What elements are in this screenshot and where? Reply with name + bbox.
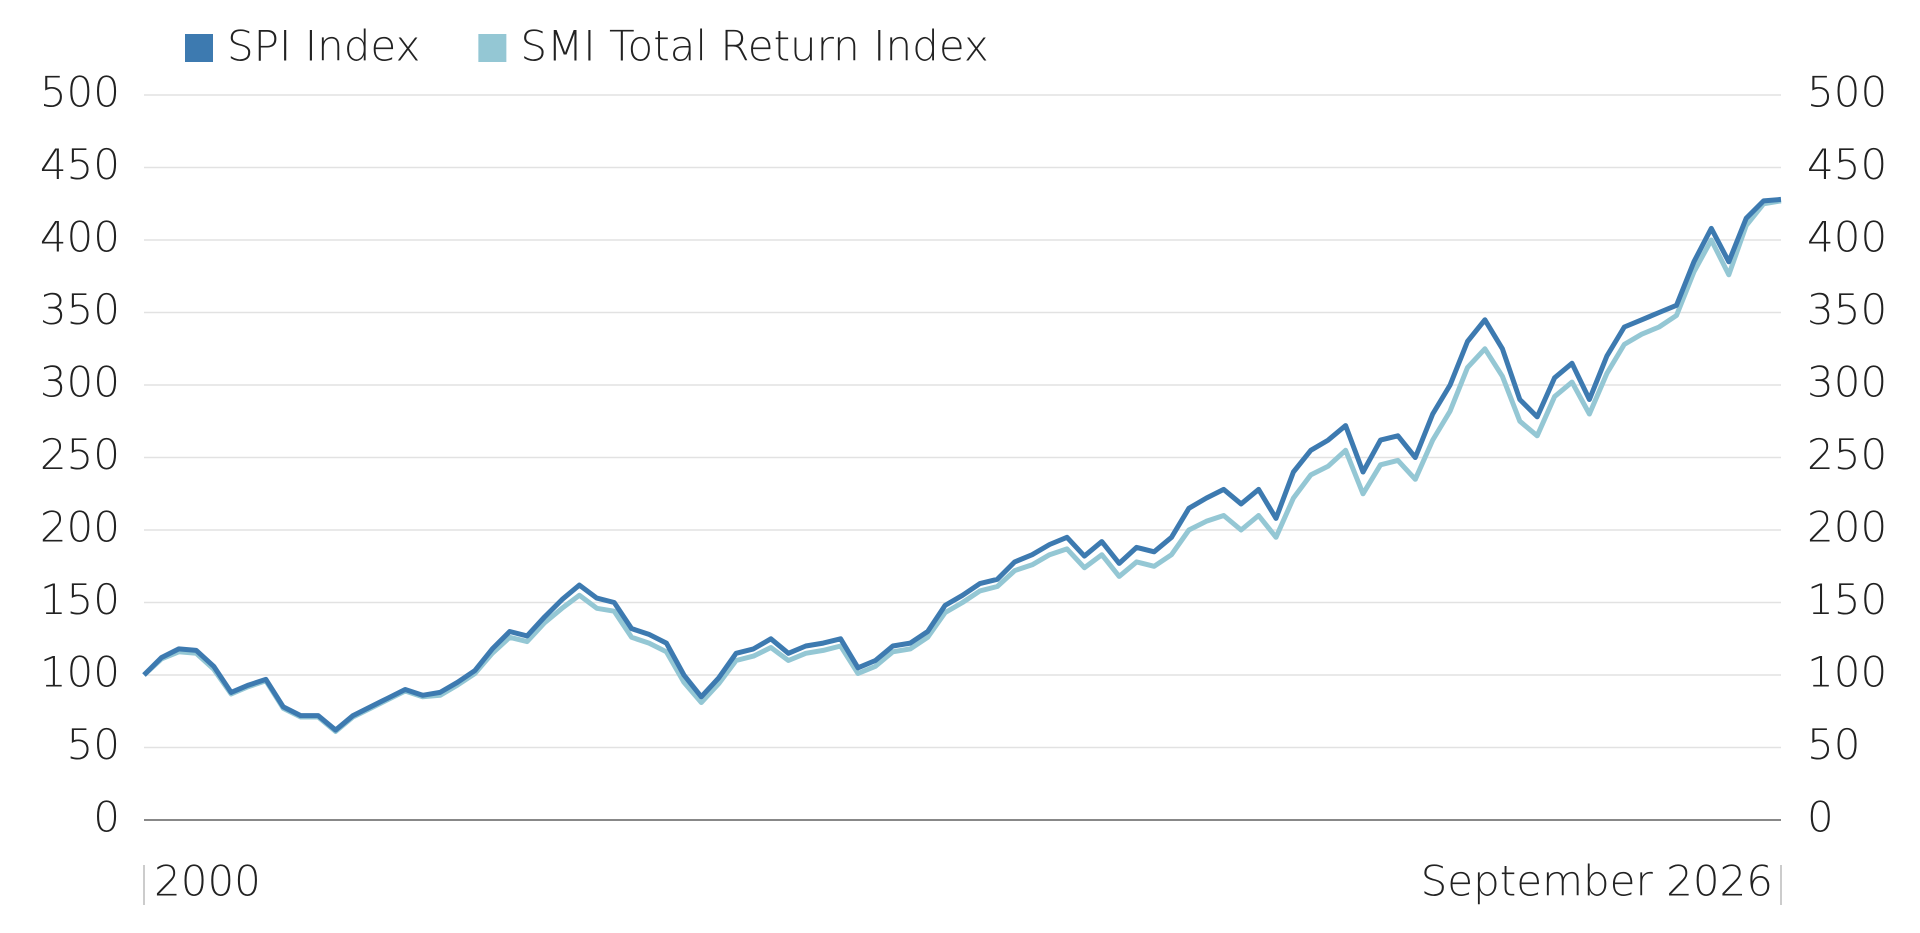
y2-tick-label: 400	[1807, 213, 1887, 262]
y2-tick-label: 200	[1807, 503, 1887, 552]
y2-tick-label: 150	[1807, 575, 1887, 624]
y-tick-label: 300	[40, 358, 120, 407]
legend-label: SMI Total Return Index	[520, 22, 988, 71]
legend-label: SPI Index	[227, 22, 420, 71]
y2-tick-label: 300	[1807, 358, 1887, 407]
y-tick-label: 450	[40, 140, 120, 189]
y-tick-label: 200	[40, 503, 120, 552]
y-tick-label: 400	[40, 213, 120, 262]
x-tick-label: September 2026	[1421, 857, 1773, 906]
y2-tick-label: 250	[1807, 430, 1887, 479]
series-line	[142, 196, 1782, 733]
legend-swatch	[478, 34, 507, 62]
y-tick-label: 250	[40, 430, 120, 479]
y2-tick-label: 500	[1807, 68, 1887, 117]
y-tick-label: 150	[40, 575, 120, 624]
series-line	[142, 198, 1782, 734]
y2-tick-label: 100	[1807, 648, 1887, 697]
y2-tick-label: 450	[1807, 140, 1887, 189]
y-tick-label: 0	[93, 793, 120, 842]
y-tick-label: 350	[40, 285, 120, 334]
x-tick-label: 2000	[154, 857, 261, 906]
y2-tick-label: 50	[1807, 720, 1860, 769]
y2-tick-label: 0	[1807, 793, 1834, 842]
legend-swatch	[185, 34, 213, 62]
y-tick-label: 50	[67, 720, 120, 769]
y2-tick-label: 350	[1807, 285, 1887, 334]
y-tick-label: 100	[40, 648, 120, 697]
y-tick-label: 500	[40, 68, 120, 117]
